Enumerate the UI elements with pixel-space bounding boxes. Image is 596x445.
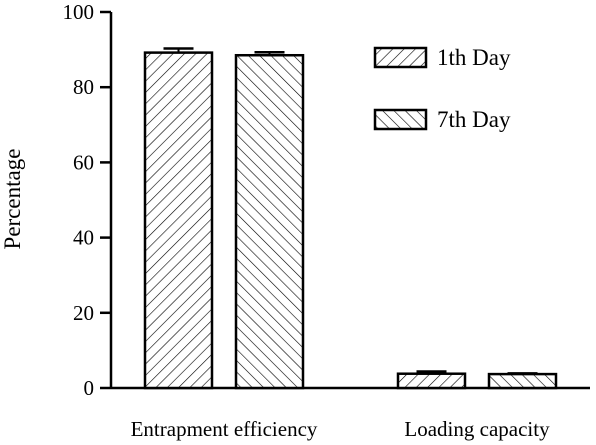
- y-axis-title: Percentage: [0, 149, 25, 250]
- x-category-label: Loading capacity: [404, 417, 550, 441]
- legend-swatch-1: [373, 46, 428, 69]
- y-tick-label: 20: [73, 301, 94, 325]
- x-category-label: Entrapment efficiency: [131, 417, 318, 441]
- bar-day7-loading: [487, 372, 558, 390]
- y-tick-label: 0: [84, 376, 95, 400]
- legend-label-2: 7th Day: [437, 107, 511, 132]
- bar-day7-entrapment: [234, 53, 305, 390]
- legend-label-1: 1th Day: [437, 45, 511, 70]
- x-axis: Entrapment efficiency Loading capacity: [111, 386, 590, 441]
- bar-day1-loading: [396, 372, 467, 390]
- bars: [143, 47, 558, 390]
- legend-swatch-2: [373, 108, 428, 131]
- legend: 1th Day 7th Day: [373, 45, 511, 132]
- y-axis: 0 20 40 60 80 100: [63, 0, 113, 400]
- y-tick-label: 80: [73, 75, 94, 99]
- y-tick-label: 60: [73, 150, 94, 174]
- y-tick-label: 40: [73, 226, 94, 250]
- bar-day1-entrapment: [143, 51, 214, 390]
- y-tick-label: 100: [63, 0, 95, 24]
